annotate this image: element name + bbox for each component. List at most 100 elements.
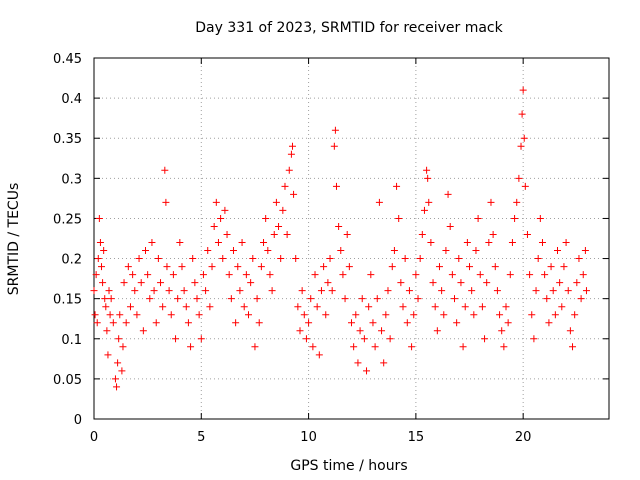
data-point: [532, 287, 540, 295]
data-point: [566, 327, 574, 335]
data-point: [100, 247, 108, 255]
y-tick-label: 0.1: [61, 333, 82, 348]
data-point: [408, 343, 416, 351]
data-point: [571, 311, 579, 319]
data-point: [309, 343, 317, 351]
data-point: [253, 295, 261, 303]
data-point: [150, 287, 158, 295]
y-tick-labels: 0 0.05 0.1 0.15 0.2 0.25 0.3 0.35 0.4 0.45: [53, 52, 82, 428]
data-point: [573, 279, 581, 287]
data-point: [393, 182, 401, 190]
data-point: [204, 247, 212, 255]
data-point: [363, 367, 371, 375]
data-point: [105, 287, 113, 295]
data-point: [187, 343, 195, 351]
data-point: [317, 287, 325, 295]
data-point: [283, 230, 291, 238]
data-point: [521, 182, 529, 190]
data-point: [163, 263, 171, 271]
data-point: [427, 239, 435, 247]
data-point: [395, 214, 403, 222]
y-tick-label: 0.15: [53, 293, 82, 308]
data-point: [292, 255, 300, 263]
data-point: [335, 222, 343, 230]
data-point: [272, 198, 280, 206]
y-tick-label: 0.4: [61, 92, 82, 107]
data-point: [504, 319, 512, 327]
data-point: [534, 255, 542, 263]
x-axis-label: GPS time / hours: [290, 458, 407, 474]
data-point: [157, 279, 165, 287]
data-point: [109, 319, 117, 327]
data-point: [102, 303, 110, 311]
data-point: [137, 279, 145, 287]
data-point: [184, 319, 192, 327]
data-point: [554, 247, 561, 255]
data-point: [139, 327, 147, 335]
data-point: [217, 214, 225, 222]
data-point: [397, 279, 405, 287]
data-point: [247, 279, 255, 287]
data-point: [159, 303, 167, 311]
data-point: [551, 311, 559, 319]
data-point: [298, 287, 306, 295]
data-point: [345, 263, 353, 271]
data-point: [348, 319, 355, 327]
data-point: [560, 263, 568, 271]
data-point: [182, 303, 190, 311]
data-point: [296, 327, 304, 335]
data-point: [386, 335, 394, 343]
data-point: [444, 190, 452, 198]
x-tick-labels: 0 5 10 15 20: [90, 430, 532, 445]
data-point: [582, 287, 590, 295]
data-point: [424, 174, 432, 182]
data-point: [223, 230, 231, 238]
data-point: [508, 239, 516, 247]
data-point: [350, 343, 358, 351]
data-point: [518, 110, 526, 118]
data-point: [496, 311, 504, 319]
data-point: [517, 142, 525, 150]
data-points: [90, 86, 590, 391]
data-point: [478, 303, 486, 311]
data-point: [330, 142, 338, 150]
data-point: [119, 343, 127, 351]
data-point: [356, 327, 364, 335]
data-point: [114, 359, 122, 367]
x-tick-label: 5: [197, 430, 205, 445]
data-point: [401, 255, 409, 263]
data-point: [536, 214, 544, 222]
data-point: [101, 295, 109, 303]
data-point: [122, 319, 130, 327]
data-point: [199, 271, 207, 279]
data-point: [257, 263, 265, 271]
data-point: [129, 271, 137, 279]
data-point: [431, 303, 439, 311]
data-point: [451, 295, 458, 303]
data-point: [146, 295, 154, 303]
data-point: [476, 271, 484, 279]
data-point: [144, 271, 152, 279]
data-point: [93, 319, 101, 327]
data-point: [193, 295, 201, 303]
y-tick-label: 0.45: [53, 52, 82, 67]
data-point: [120, 279, 128, 287]
data-point: [191, 279, 199, 287]
data-point: [459, 343, 467, 351]
data-point: [420, 206, 428, 214]
data-point: [92, 271, 100, 279]
data-point: [133, 311, 141, 319]
data-point: [307, 295, 315, 303]
data-point: [294, 303, 302, 311]
data-point: [455, 255, 463, 263]
data-point: [556, 279, 564, 287]
data-point: [152, 319, 160, 327]
x-tick-label: 10: [300, 430, 317, 445]
data-point: [506, 271, 514, 279]
data-point: [124, 263, 132, 271]
data-point: [543, 295, 551, 303]
data-point: [493, 287, 501, 295]
data-point: [98, 263, 106, 271]
data-point: [500, 343, 508, 351]
data-point: [511, 214, 519, 222]
